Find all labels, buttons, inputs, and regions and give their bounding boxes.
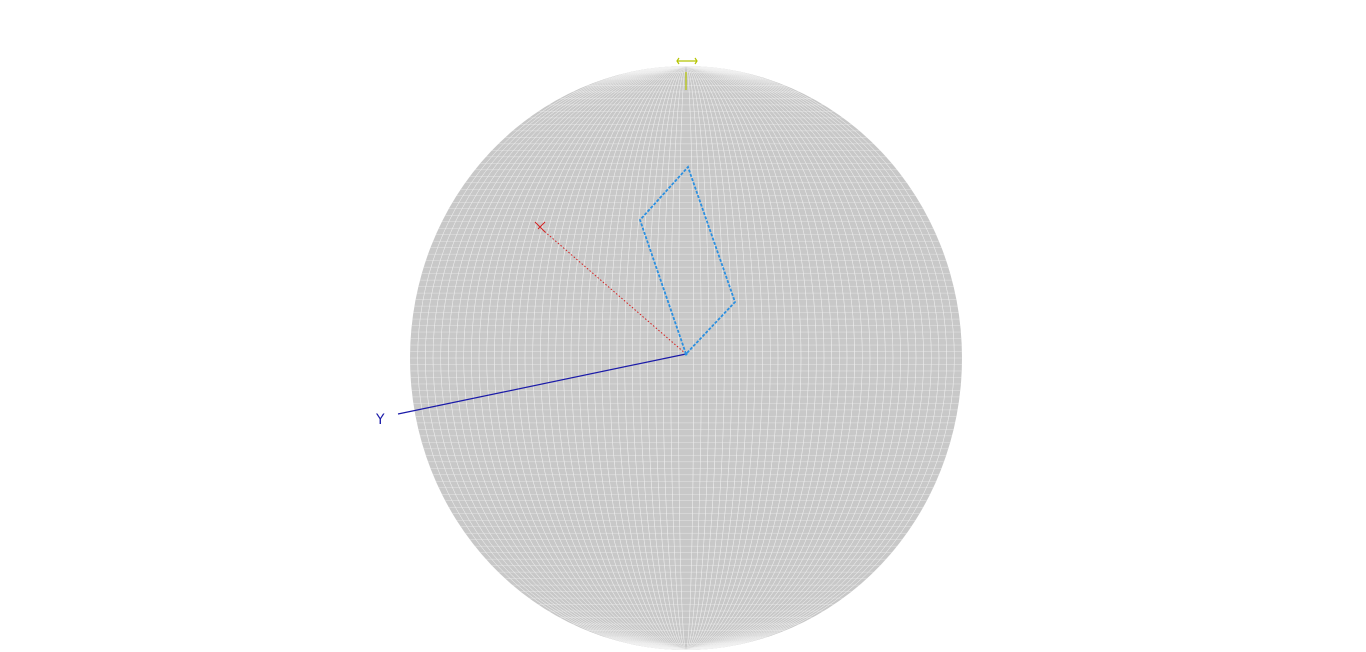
y-axis-label: Y (375, 412, 385, 428)
z-axis-label-glyph (677, 58, 697, 64)
origin-point (685, 353, 688, 356)
